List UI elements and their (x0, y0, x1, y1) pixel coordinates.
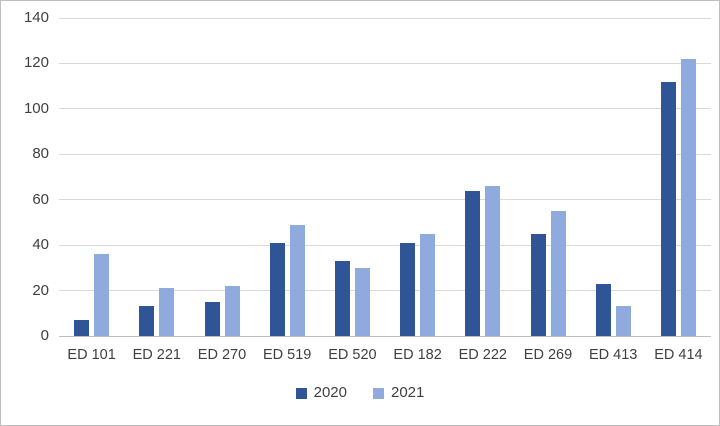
bar-2021-ed-101 (94, 254, 110, 336)
bar-2021-ed-221 (159, 288, 175, 336)
gridline-y-20 (59, 290, 711, 292)
bar-2021-ed-269 (550, 211, 566, 336)
x-axis-label-ed-222: ED 222 (458, 347, 507, 363)
x-axis-label-ed-414: ED 414 (654, 347, 703, 363)
y-axis-tick-20: 20 (32, 281, 49, 299)
x-axis-label-ed-101: ED 101 (67, 347, 116, 363)
x-axis-label-ed-519: ED 519 (263, 347, 312, 363)
y-axis-tick-80: 80 (32, 145, 49, 163)
bar-2021-ed-519 (289, 224, 305, 336)
legend-item-2020: 2020 (295, 384, 347, 401)
x-axis-label-ed-413: ED 413 (589, 347, 638, 363)
legend-label-2020: 2020 (313, 384, 347, 401)
bar-2021-ed-413 (615, 306, 631, 336)
bar-2020-ed-182 (400, 242, 416, 336)
x-axis-label-ed-182: ED 182 (393, 347, 442, 363)
x-axis-label-ed-269: ED 269 (523, 347, 573, 363)
bar-2020-ed-519 (269, 242, 285, 336)
gridline-y-80 (59, 153, 711, 155)
legend-swatch-2021-icon (373, 387, 384, 399)
y-axis-tick-40: 40 (32, 236, 49, 254)
bar-2021-ed-270 (224, 286, 240, 336)
y-axis-tick-0: 0 (40, 327, 49, 344)
bar-2020-ed-269 (530, 233, 546, 336)
x-axis-label-ed-520: ED 520 (328, 347, 377, 363)
legend-swatch-2020-icon (295, 387, 307, 399)
bar-2020-ed-101 (74, 320, 90, 336)
gridline-y-100 (59, 108, 711, 110)
bar-2020-ed-520 (334, 261, 350, 336)
x-axis-label-ed-221: ED 221 (132, 347, 181, 363)
bar-2020-ed-270 (204, 301, 220, 336)
bar-2020-ed-221 (139, 306, 155, 336)
legend: 2020 2021 (1, 385, 719, 401)
bar-2021-ed-520 (354, 267, 370, 336)
gridline-y-120 (59, 62, 711, 64)
x-axis-line (59, 335, 711, 337)
gridline-y-40 (59, 244, 711, 246)
bar-2021-ed-414 (680, 58, 696, 336)
y-axis-tick-60: 60 (32, 190, 49, 208)
y-axis-tick-140: 140 (23, 9, 49, 26)
gridline-y-140 (59, 17, 711, 19)
bar-2021-ed-222 (485, 186, 501, 336)
legend-item-2021: 2021 (373, 385, 424, 401)
x-axis-label-ed-270: ED 270 (197, 347, 247, 363)
y-axis-tick-100: 100 (23, 99, 49, 117)
bar-2020-ed-414 (660, 81, 676, 336)
bar-2020-ed-222 (465, 190, 481, 336)
bar-2020-ed-413 (595, 283, 611, 336)
legend-label-2021: 2021 (391, 384, 425, 401)
bar-2021-ed-182 (420, 233, 436, 336)
gridline-y-60 (59, 199, 711, 201)
y-axis-tick-120: 120 (23, 54, 49, 72)
